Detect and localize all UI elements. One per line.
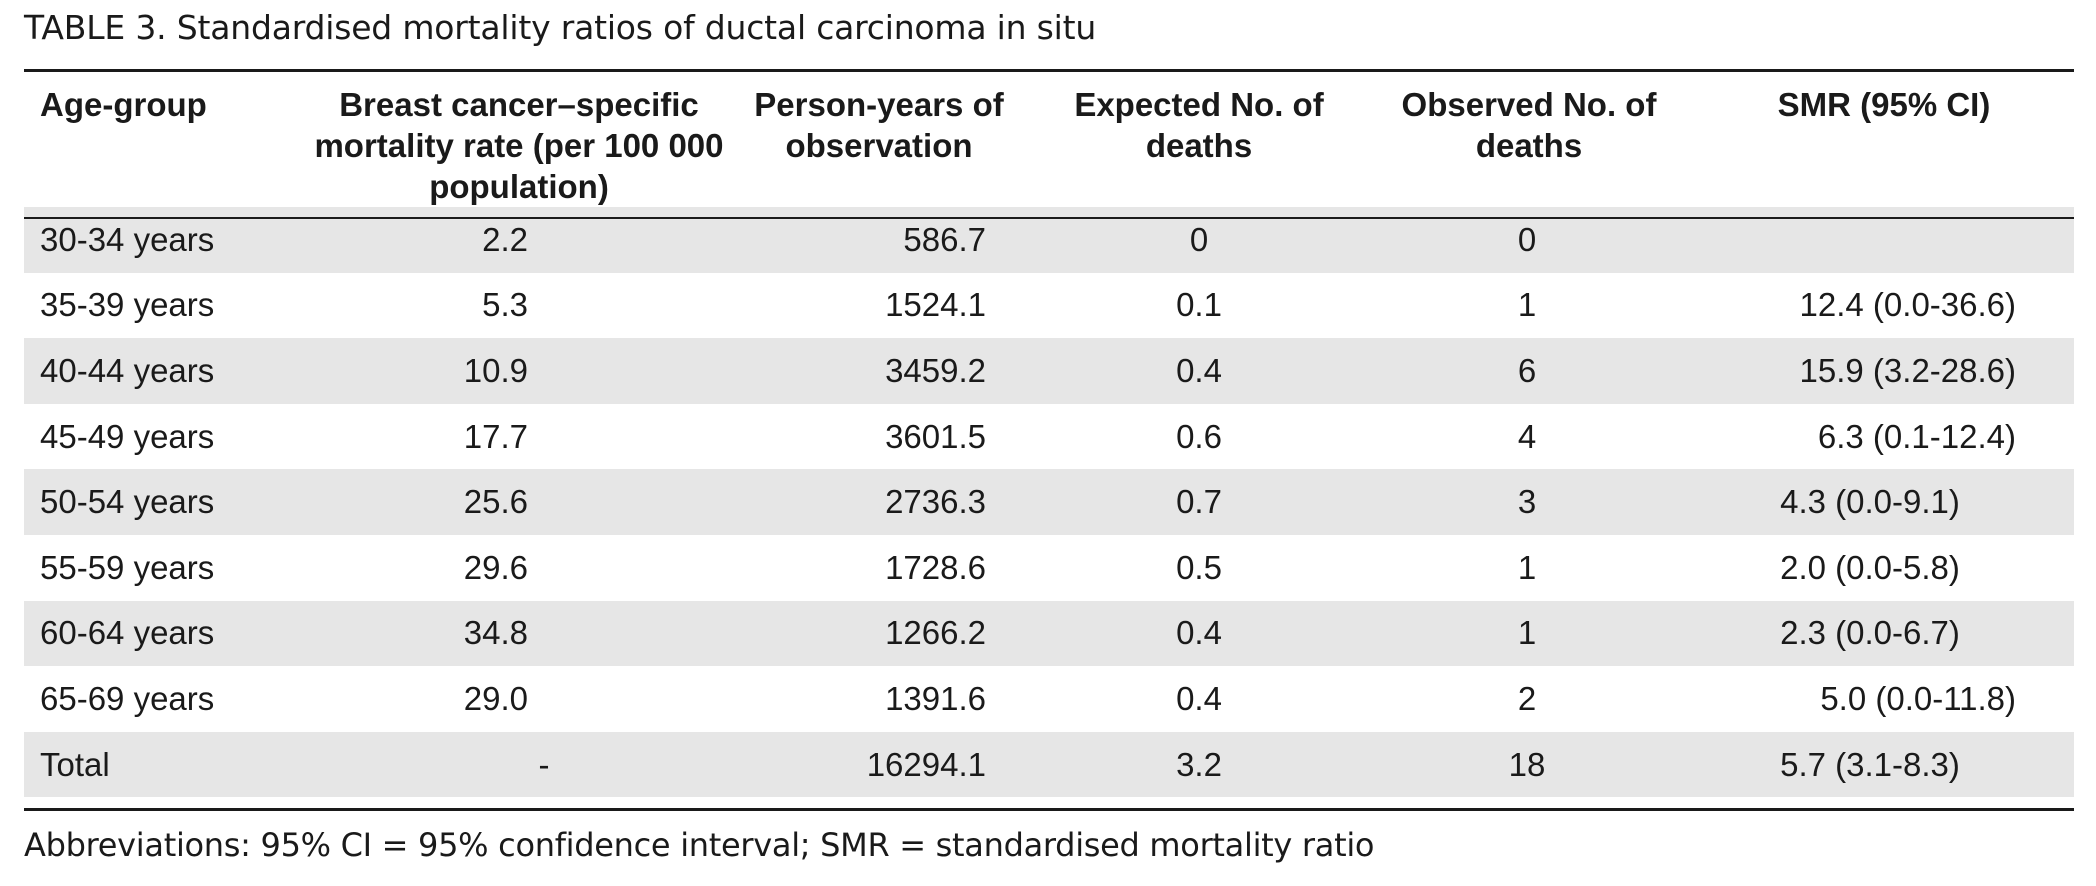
- cell-person-years: 1391.6: [885, 679, 986, 717]
- cell-mortality-rate: 5.3: [482, 286, 528, 324]
- cell-mortality-rate: 29.6: [463, 548, 528, 586]
- cell-person-years: 3601.5: [885, 417, 986, 455]
- cell-age-group: 55-59 years: [40, 548, 215, 586]
- cell-mortality-rate: 17.7: [463, 417, 528, 455]
- cell-person-years: 16294.1: [724, 731, 1034, 798]
- cell-observed-deaths: 2: [1517, 679, 1537, 717]
- table-row: 45-49 years 17.7 3601.5 0.6 4 6.3 (0.1-1…: [24, 404, 2074, 470]
- header-smr: SMR (95% CI): [1777, 86, 1991, 123]
- cell-smr: 4.3 (0.0-9.1): [1694, 469, 2074, 535]
- table-title: Standardised mortality ratios of ductal …: [176, 8, 1097, 47]
- cell-age-group: 50-54 years: [24, 469, 314, 535]
- cell-age-group: 65-69 years: [40, 679, 215, 717]
- cell-age-group: 60-64 years: [24, 600, 314, 667]
- table-row: 40-44 years 10.9 3459.2 0.4 6 15.9 (3.2-…: [24, 338, 2074, 404]
- cell-age-group: 45-49 years: [40, 417, 215, 455]
- cell-person-years: 2736.3: [724, 469, 1034, 535]
- cell-mortality-rate: 34.8: [314, 600, 724, 667]
- header-observed-deaths: Observed No. of deaths: [1401, 86, 1657, 164]
- cell-expected-deaths: 0.4: [1034, 600, 1364, 667]
- header-rule: [24, 217, 2074, 219]
- header-age-group: Age-group: [40, 86, 207, 123]
- cell-expected-deaths: 0.5: [1176, 548, 1222, 586]
- cell-smr: 2.3 (0.0-6.7): [1694, 600, 2074, 667]
- table-label: TABLE 3.: [24, 8, 167, 47]
- cell-smr: 2.0 (0.0-5.8): [1780, 548, 1960, 586]
- cell-person-years: 3459.2: [724, 338, 1034, 404]
- cell-observed-deaths: 3: [1364, 469, 1694, 535]
- mortality-table: Age-group Breast cancer–specific mortali…: [24, 72, 2074, 798]
- table-row: 35-39 years 5.3 1524.1 0.1 1 12.4 (0.0-3…: [24, 273, 2074, 339]
- header-expected-deaths: Expected No. of deaths: [1074, 86, 1324, 164]
- cell-smr: 5.0 (0.0-11.8): [1820, 679, 2016, 717]
- header-mortality-rate: Breast cancer–specific mortality rate (p…: [314, 86, 724, 205]
- cell-expected-deaths: 0.6: [1176, 417, 1222, 455]
- cell-person-years: 1524.1: [885, 286, 986, 324]
- cell-age-group: 40-44 years: [24, 338, 314, 404]
- table-row: 60-64 years 34.8 1266.2 0.4 1 2.3 (0.0-6…: [24, 600, 2074, 667]
- cell-observed-deaths: 4: [1517, 417, 1537, 455]
- cell-person-years: 1728.6: [885, 548, 986, 586]
- bottom-rule: [24, 808, 2074, 811]
- cell-observed-deaths: 1: [1364, 600, 1694, 667]
- table-row: 50-54 years 25.6 2736.3 0.7 3 4.3 (0.0-9…: [24, 469, 2074, 535]
- cell-smr: 5.7 (3.1-8.3): [1694, 731, 2074, 798]
- table-row-total: Total - 16294.1 3.2 18 5.7 (3.1-8.3): [24, 731, 2074, 798]
- cell-observed-deaths: 1: [1517, 286, 1537, 324]
- cell-expected-deaths: 0.4: [1034, 338, 1364, 404]
- cell-smr: 12.4 (0.0-36.6): [1799, 286, 2016, 324]
- table-row: 55-59 years 29.6 1728.6 0.5 1 2.0 (0.0-5…: [24, 535, 2074, 601]
- cell-person-years: 1266.2: [724, 600, 1034, 667]
- header-row: Age-group Breast cancer–specific mortali…: [24, 72, 2074, 207]
- cell-mortality-rate: 25.6: [314, 469, 724, 535]
- top-rule: [24, 69, 2074, 72]
- cell-smr: 6.3 (0.1-12.4): [1817, 417, 2016, 455]
- cell-mortality-rate: 10.9: [314, 338, 724, 404]
- cell-age-group: 35-39 years: [40, 286, 215, 324]
- cell-expected-deaths: 0.7: [1034, 469, 1364, 535]
- cell-smr: 15.9 (3.2-28.6): [1694, 338, 2074, 404]
- cell-mortality-rate: -: [314, 731, 724, 798]
- table-caption: TABLE 3. Standardised mortality ratios o…: [24, 8, 1096, 47]
- table-row: 65-69 years 29.0 1391.6 0.4 2 5.0 (0.0-1…: [24, 666, 2074, 732]
- cell-mortality-rate: 29.0: [463, 679, 528, 717]
- cell-observed-deaths: 18: [1364, 731, 1694, 798]
- cell-expected-deaths: 3.2: [1034, 731, 1364, 798]
- cell-observed-deaths: 1: [1517, 548, 1537, 586]
- header-person-years: Person-years of observation: [754, 86, 1004, 164]
- cell-observed-deaths: 6: [1364, 338, 1694, 404]
- cell-age-group: Total: [24, 731, 314, 798]
- cell-expected-deaths: 0.4: [1176, 679, 1222, 717]
- cell-expected-deaths: 0.1: [1176, 286, 1222, 324]
- table-footnote: Abbreviations: 95% CI = 95% confidence i…: [24, 826, 1375, 864]
